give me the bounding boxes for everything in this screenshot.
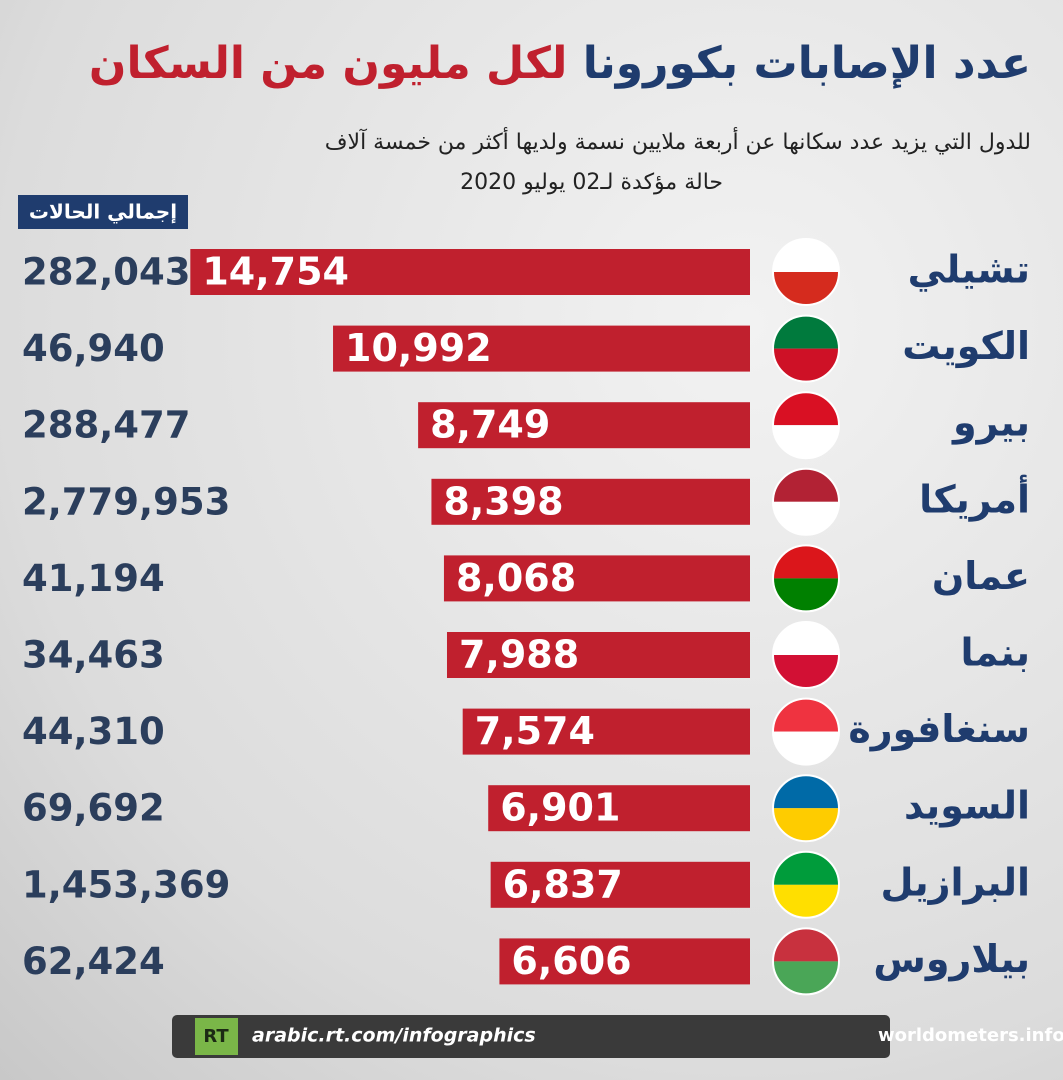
flag-top [773, 239, 839, 272]
title: عدد الإصابات بكورونا لكل مليون من السكان [89, 38, 1031, 89]
bar [431, 478, 750, 525]
bar [488, 785, 750, 832]
flag-bottom [773, 731, 839, 765]
total-label: 282,043 [22, 251, 191, 294]
total-label: 1,453,369 [22, 863, 230, 906]
footer-url: arabic.rt.com/infographics [252, 1025, 536, 1047]
flag-top [773, 775, 839, 809]
flag-rim [772, 544, 840, 613]
flag-rim [772, 467, 840, 536]
subtitle: حالة مؤكدة لـ02 يوليو 2020 [460, 170, 723, 195]
total-label: 62,424 [22, 940, 165, 983]
footer-source: المصدر: worldometers.info [878, 1025, 1063, 1046]
flag-rim [772, 621, 840, 689]
bar [446, 632, 750, 678]
flag-top [773, 622, 839, 655]
flag-top [773, 851, 839, 885]
flag-bottom [773, 961, 839, 995]
category-label: أمريكا [919, 474, 1030, 521]
flag-bottom [773, 884, 839, 918]
title-part: لكل مليون من السكان [88, 38, 568, 89]
total-label: 44,310 [22, 710, 165, 753]
flag-top [773, 698, 839, 732]
category-label: سنغافورة [848, 707, 1030, 751]
flag-top [773, 315, 839, 349]
flag-top [773, 928, 839, 962]
total-label: 46,940 [22, 327, 165, 370]
title-part: عدد الإصابات بكورونا [582, 38, 1031, 89]
bar [490, 861, 750, 908]
flag-top [773, 545, 839, 579]
flag-bottom [773, 348, 839, 382]
subtitle: للدول التي يزيد عدد سكانها عن أربعة ملاي… [324, 130, 1031, 155]
value-label: 7,988 [459, 633, 579, 677]
flag-bottom [773, 272, 839, 305]
flag-rim [772, 238, 840, 306]
flag-bottom [773, 501, 839, 535]
total-label: 34,463 [22, 634, 165, 677]
flag-rim [772, 774, 840, 843]
category-label: السويد [904, 784, 1030, 828]
value-label: 6,606 [511, 939, 631, 983]
flag-bottom [773, 425, 839, 459]
total-label: 288,477 [22, 404, 191, 447]
value-label: 6,901 [500, 786, 620, 830]
logo-box [195, 1018, 238, 1055]
value-label: 8,749 [430, 403, 550, 447]
flag-rim [772, 697, 840, 766]
flag-bottom [773, 578, 839, 612]
flag-bottom [773, 808, 839, 842]
bar [418, 402, 750, 449]
value-label: 14,754 [202, 250, 349, 294]
bar [333, 325, 750, 372]
flag-top [773, 392, 839, 426]
total-label: 41,194 [22, 557, 165, 600]
value-label: 7,574 [475, 709, 595, 753]
category-label: بيلاروس [873, 937, 1030, 982]
bar [462, 708, 750, 755]
total-label: 69,692 [22, 787, 165, 830]
category-label: بيرو [951, 401, 1030, 446]
category-label: تشيلي [908, 248, 1030, 292]
value-label: 6,837 [503, 862, 623, 906]
value-label: 10,992 [345, 326, 492, 370]
category-label: عمان [932, 554, 1030, 598]
category-label: بنما [960, 631, 1030, 675]
flag-rim [772, 850, 840, 919]
flag-rim [772, 391, 840, 460]
bar [190, 249, 750, 295]
flag-top [773, 468, 839, 502]
value-label: 8,068 [456, 556, 576, 600]
footer-bar [172, 1015, 890, 1058]
category-label: البرازيل [880, 860, 1030, 904]
bar [499, 938, 750, 985]
header-tab [18, 195, 188, 229]
value-label: 8,398 [443, 479, 563, 523]
total-label: 2,779,953 [22, 480, 230, 523]
flag-bottom [773, 655, 839, 688]
logo: RT [203, 1026, 229, 1047]
flag-rim [772, 927, 840, 996]
category-label: الكويت [902, 324, 1030, 368]
bar [443, 555, 750, 602]
totals-header: إجمالي الحالات [29, 200, 177, 225]
flag-rim [772, 314, 840, 383]
